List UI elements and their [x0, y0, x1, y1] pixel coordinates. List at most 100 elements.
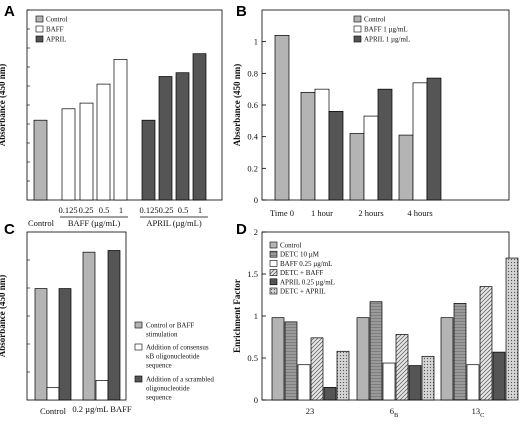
bar — [412, 82, 428, 201]
legend-entry: Control — [46, 16, 67, 24]
group-label: BAFF (µg/mL) — [68, 218, 121, 228]
y-tick-label: 0.4 — [247, 132, 258, 142]
y-tick-label: 0 — [254, 395, 258, 405]
bar — [492, 351, 506, 401]
x-tick-label: 0.5 — [178, 205, 189, 215]
bar — [96, 83, 111, 201]
bar — [95, 380, 109, 401]
x-tick-label: 0.125 — [58, 205, 77, 215]
legend-swatch — [134, 321, 143, 329]
category-subscript: B — [394, 412, 399, 419]
panel-label-b: B — [236, 3, 247, 20]
bar — [58, 288, 72, 401]
x-tick-label: 1 — [119, 205, 123, 215]
x-category-label: 0.2 µg/mL BAFF — [72, 404, 131, 414]
bar — [377, 88, 393, 201]
bar — [328, 110, 344, 201]
bar — [46, 387, 60, 401]
bar — [356, 317, 370, 401]
legend-swatch — [269, 287, 278, 295]
legend-entry: Control — [364, 16, 385, 24]
legend-entry: Addition of consensus κB oligonucleotide s… — [146, 344, 209, 370]
legend-entry: APRIL 1 µg/mL — [364, 36, 410, 44]
y-axis-label: Absorbance (450 nm) — [232, 64, 242, 147]
x-category-label: Time 0 — [270, 208, 294, 218]
bar — [113, 59, 128, 201]
legend-entry: Control — [280, 242, 301, 250]
legend-entry: APRIL 0.25 µg/mL — [280, 278, 335, 286]
legend-swatch — [134, 343, 143, 351]
y-tick-label: 0 — [254, 195, 258, 205]
y-tick-label: 1.5 — [247, 269, 258, 279]
bar — [336, 350, 350, 401]
panel-label-c: C — [4, 221, 15, 238]
category-name: 13 — [472, 406, 481, 416]
legend-entry: APRIL — [46, 36, 66, 44]
legend-swatch — [35, 25, 44, 33]
bar — [175, 72, 190, 201]
bar — [300, 91, 316, 201]
bar — [426, 77, 442, 201]
x-tick-label: 0.125 — [139, 205, 158, 215]
y-tick-label: 0.2 — [247, 163, 258, 173]
bar — [310, 337, 324, 401]
x-category-label: 13C — [472, 406, 485, 419]
bar — [33, 119, 48, 201]
bar — [34, 288, 48, 401]
bar — [297, 364, 311, 401]
x-tick-label: 0.25 — [159, 205, 174, 215]
bar — [363, 115, 379, 201]
chart-panel-b: Absorbance (450 nm) 0 0.2 0.4 0.6 0.8 1 Control… — [232, 9, 510, 218]
bar — [421, 355, 435, 401]
y-axis-label: Absorbance (450 nm) — [0, 64, 7, 147]
x-category-label: 4 hours — [407, 208, 432, 218]
bar — [466, 364, 480, 401]
legend-entry: BAFF — [46, 26, 64, 34]
bar — [107, 250, 121, 401]
panel-label-a: A — [4, 3, 15, 20]
bar — [271, 317, 285, 401]
x-category-label: 2 hours — [358, 208, 383, 218]
legend-swatch — [353, 25, 362, 33]
legend-entry: BAFF 0.25 µg/mL — [280, 260, 332, 268]
bar — [274, 34, 290, 201]
group-label: Control — [28, 218, 55, 228]
panel-label-d: D — [236, 221, 247, 238]
legend-swatch — [35, 15, 44, 23]
y-tick-label: 2 — [254, 227, 258, 237]
legend-entry: DETC + APRIL — [280, 288, 326, 296]
bar — [395, 334, 409, 401]
legend-swatch — [134, 375, 143, 383]
chart-panel-c: Absorbance (450 nm) Control 0.2 µg/mL BAFF… — [0, 231, 214, 416]
bar — [369, 301, 383, 401]
legend-entry: Addition of a scrambled oligonucleotide se… — [146, 376, 214, 402]
x-category-label: Control — [40, 406, 67, 416]
x-category-label: 6B — [390, 406, 399, 419]
y-tick-label: 0.8 — [247, 68, 258, 78]
bar — [453, 303, 467, 401]
x-tick-label: 1 — [198, 205, 202, 215]
bar — [79, 102, 94, 201]
legend-entry: DETC 10 µM — [280, 251, 320, 259]
bar — [82, 251, 96, 401]
bar — [192, 53, 207, 201]
bar — [479, 286, 493, 401]
legend-swatch — [269, 269, 278, 276]
x-category-label: 23 — [306, 406, 315, 416]
bar — [323, 387, 337, 401]
bar — [158, 76, 173, 201]
bar — [349, 133, 365, 201]
legend-swatch — [269, 250, 278, 258]
bar — [314, 88, 330, 201]
y-axis-label: Absorbance (450 nm) — [0, 275, 7, 358]
y-tick-label: 0.6 — [247, 100, 258, 110]
category-name: 23 — [306, 406, 315, 416]
legend-swatch — [353, 35, 362, 43]
legend-swatch — [269, 260, 278, 267]
bar — [440, 317, 454, 401]
legend-swatch — [35, 35, 44, 43]
legend-entry: BAFF 1 µg/mL — [364, 26, 408, 34]
chart-panel-a: Absorbance (450 nm) Control BAFF APRIL 0.125… — [0, 9, 223, 228]
